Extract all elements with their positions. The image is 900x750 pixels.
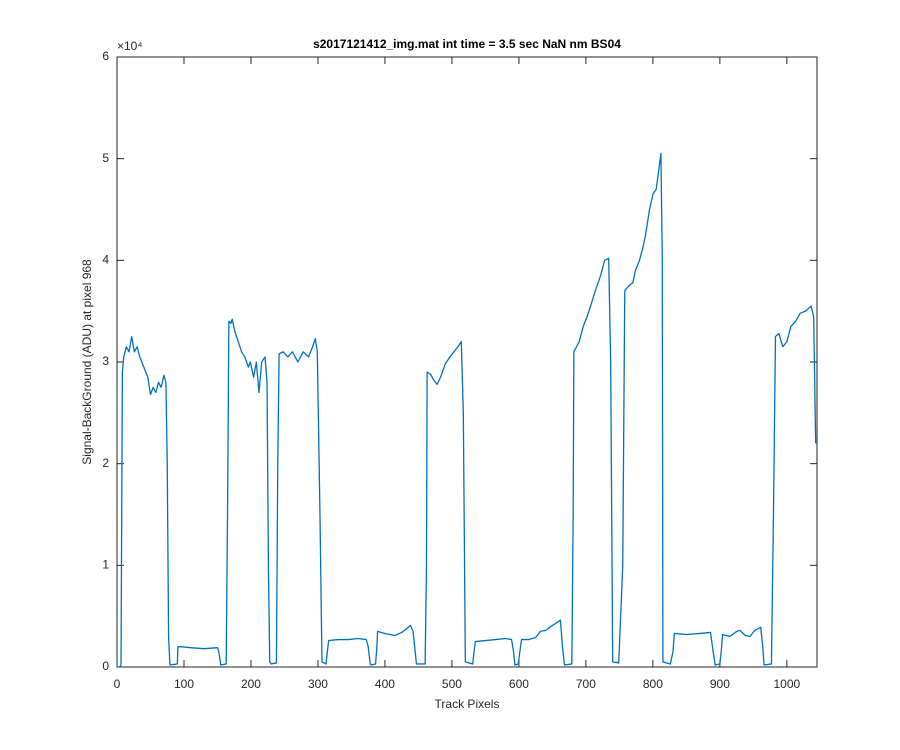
x-tick-label: 0 <box>114 677 121 691</box>
y-tick-label: 5 <box>102 151 109 165</box>
axes-box <box>116 56 818 668</box>
x-tick-label: 400 <box>375 677 395 691</box>
x-tick-label: 700 <box>576 677 596 691</box>
x-tick-label: 800 <box>643 677 663 691</box>
data-line <box>117 152 817 668</box>
y-tick-label: 3 <box>102 354 109 368</box>
y-tick-label: 6 <box>102 49 109 63</box>
x-tick-label: 200 <box>241 677 261 691</box>
y-tick-label: 1 <box>102 558 109 572</box>
y-tick-label: 2 <box>102 456 109 470</box>
x-tick-label: 600 <box>509 677 529 691</box>
x-tick-label: 1000 <box>774 677 801 691</box>
x-tick-label: 500 <box>442 677 462 691</box>
x-tick-label: 100 <box>174 677 194 691</box>
y-multiplier: ×10⁴ <box>117 39 143 53</box>
y-tick-label: 0 <box>102 659 109 673</box>
x-tick-label: 900 <box>710 677 730 691</box>
x-tick-label: 300 <box>308 677 328 691</box>
chart-title: s2017121412_img.mat int time = 3.5 sec N… <box>313 37 621 51</box>
y-tick-label: 4 <box>102 253 109 267</box>
x-axis-label: Track Pixels <box>435 697 500 711</box>
y-axis-label: Signal-BackGround (ADU) at pixel 968 <box>80 259 94 465</box>
